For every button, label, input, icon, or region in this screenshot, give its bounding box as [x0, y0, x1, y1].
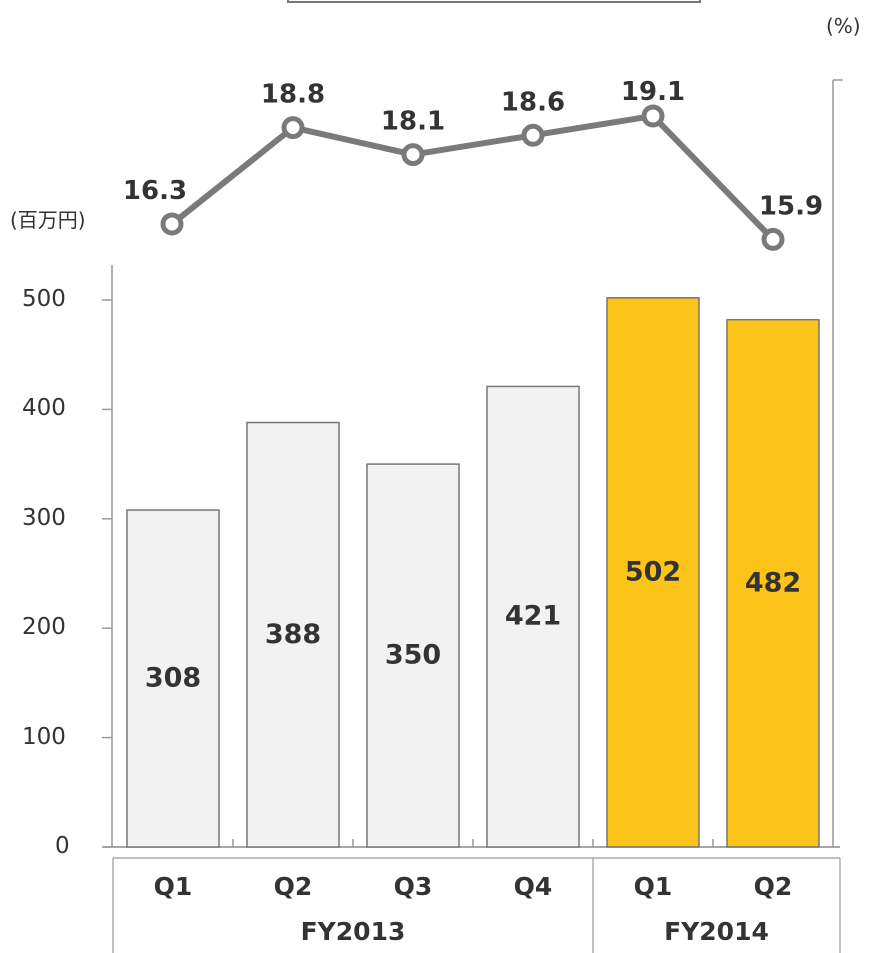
fiscal-year-label: FY2013: [300, 917, 406, 946]
bar: [606, 297, 700, 848]
ratio-value-label: 18.8: [261, 80, 325, 110]
ratio-point: [521, 123, 545, 147]
bar-value-label: 308: [145, 663, 201, 694]
ratio-value-label: 19.1: [621, 77, 685, 107]
category-label: Q3: [393, 872, 433, 901]
ratio-point: [281, 116, 305, 140]
ratio-value-label: 15.9: [759, 191, 823, 221]
ratio-line: [170, 113, 776, 242]
ratio-value-label: 16.3: [123, 176, 187, 206]
bar-value-label: 350: [385, 640, 441, 671]
bar: [126, 509, 220, 848]
legend-box-frame: [287, 0, 701, 3]
category-label: Q2: [753, 872, 793, 901]
right-axis-unit: (%): [826, 14, 861, 38]
bar-value-label: 421: [505, 601, 561, 632]
y-tick-label: 300: [22, 504, 66, 531]
ratio-point: [641, 104, 665, 128]
y-tick-label: 0: [55, 833, 70, 859]
y-tick-label: 100: [22, 723, 66, 750]
ratio-point: [761, 227, 785, 251]
y-tick-label: 200: [22, 614, 66, 641]
ratio-value-label: 18.1: [381, 107, 445, 137]
bar-value-label: 482: [745, 567, 801, 598]
category-label: Q4: [513, 872, 553, 901]
bar: [726, 318, 820, 848]
left-axis-unit: (百万円): [10, 208, 86, 232]
bar-value-label: 502: [625, 556, 681, 587]
category-label: Q1: [153, 872, 193, 901]
bar: [486, 385, 580, 848]
y-tick-label: 500: [22, 286, 66, 312]
category-label: Q2: [273, 872, 313, 901]
fiscal-year-label: FY2014: [664, 917, 769, 946]
bar: [246, 421, 340, 848]
ratio-point: [160, 212, 184, 236]
ratio-value-label: 18.6: [501, 87, 565, 117]
bar-value-label: 388: [265, 619, 321, 650]
y-tick-label: 400: [22, 395, 66, 422]
ratio-point: [401, 143, 425, 167]
bar: [366, 463, 460, 848]
category-label: Q1: [633, 872, 673, 901]
